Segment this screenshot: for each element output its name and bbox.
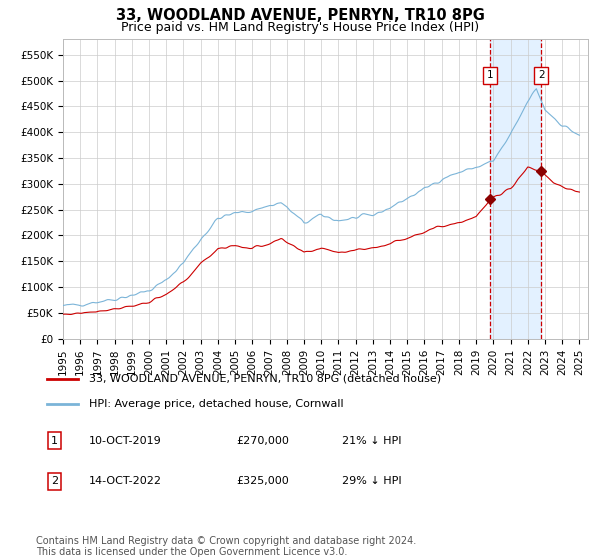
Text: HPI: Average price, detached house, Cornwall: HPI: Average price, detached house, Corn… bbox=[89, 399, 343, 409]
Text: 14-OCT-2022: 14-OCT-2022 bbox=[89, 476, 162, 486]
Text: 33, WOODLAND AVENUE, PENRYN, TR10 8PG: 33, WOODLAND AVENUE, PENRYN, TR10 8PG bbox=[116, 8, 484, 24]
Text: 1: 1 bbox=[51, 436, 58, 446]
Text: 21% ↓ HPI: 21% ↓ HPI bbox=[342, 436, 402, 446]
Text: 33, WOODLAND AVENUE, PENRYN, TR10 8PG (detached house): 33, WOODLAND AVENUE, PENRYN, TR10 8PG (d… bbox=[89, 374, 441, 384]
Text: £325,000: £325,000 bbox=[236, 476, 289, 486]
Bar bbox=[490, 39, 541, 339]
Text: Contains HM Land Registry data © Crown copyright and database right 2024.
This d: Contains HM Land Registry data © Crown c… bbox=[36, 535, 416, 557]
Text: 2: 2 bbox=[538, 70, 545, 80]
Text: 10-OCT-2019: 10-OCT-2019 bbox=[89, 436, 161, 446]
Text: 2: 2 bbox=[51, 476, 58, 486]
Text: 29% ↓ HPI: 29% ↓ HPI bbox=[342, 476, 402, 486]
Text: 1: 1 bbox=[487, 70, 493, 80]
Text: Price paid vs. HM Land Registry's House Price Index (HPI): Price paid vs. HM Land Registry's House … bbox=[121, 21, 479, 34]
Text: £270,000: £270,000 bbox=[236, 436, 290, 446]
